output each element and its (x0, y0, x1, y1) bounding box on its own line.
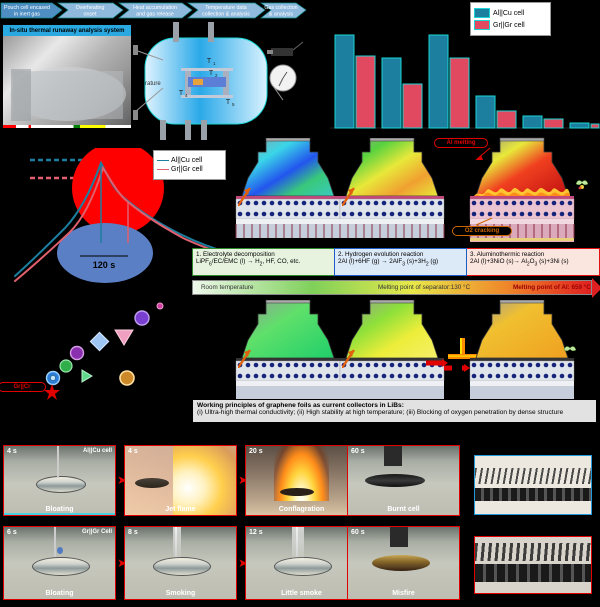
svg-text:& analysis: & analysis (269, 12, 293, 18)
svg-text:T: T (207, 58, 212, 65)
svg-text:Temperature data: Temperature data (205, 5, 247, 11)
svg-text:T: T (209, 70, 214, 77)
svg-text:collection & analysis: collection & analysis (202, 12, 250, 18)
svg-text:T: T (226, 99, 231, 106)
svg-text:Gas collection: Gas collection (264, 5, 297, 11)
